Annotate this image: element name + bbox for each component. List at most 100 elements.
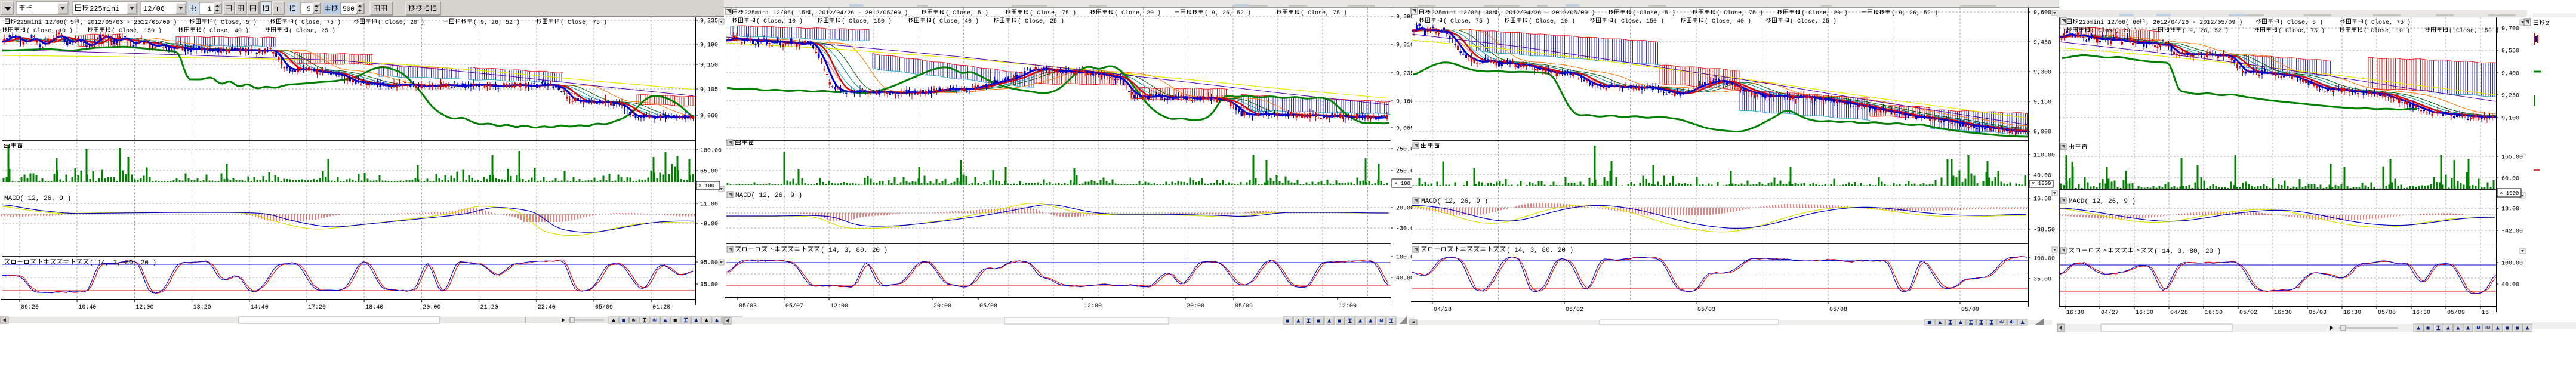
svg-text:( Close, 25 ): ( Close, 25 )	[1018, 18, 1064, 25]
svg-text:16: 16	[2482, 310, 2489, 316]
svg-text:MACD( 12, 26, 9 ): MACD( 12, 26, 9 )	[1421, 198, 1488, 205]
svg-text:( Close, 10 ): ( Close, 10 )	[2364, 27, 2410, 35]
svg-text:( Close, 20 ): ( Close, 20 )	[1114, 10, 1161, 17]
svg-text:05/09: 05/09	[1235, 303, 1253, 310]
svg-text:9,190: 9,190	[700, 42, 718, 49]
svg-text:04/28: 04/28	[1434, 306, 1452, 313]
svg-text:2: 2	[2546, 21, 2549, 27]
svg-text:225mini 12/06( 5: 225mini 12/06( 5	[17, 19, 74, 26]
svg-text:750.00: 750.00	[1396, 147, 1418, 153]
svg-text:05/07: 05/07	[785, 303, 803, 310]
svg-text:( 14, 3, 80, 20 ): ( 14, 3, 80, 20 )	[90, 260, 156, 267]
svg-text:20:00: 20:00	[423, 304, 440, 311]
svg-text:( Close, 25 ): ( Close, 25 )	[289, 27, 335, 35]
svg-text:13:20: 13:20	[193, 304, 211, 311]
svg-text:( Close, 40 ): ( Close, 40 )	[932, 18, 979, 25]
svg-text:MACD( 12, 26, 9 ): MACD( 12, 26, 9 )	[4, 195, 71, 202]
svg-text:14:40: 14:40	[251, 304, 269, 311]
svg-text:9,100: 9,100	[2501, 116, 2519, 122]
svg-text:16:30: 16:30	[2066, 310, 2084, 316]
svg-text:× 1000: × 1000	[2032, 181, 2051, 187]
svg-text:( 14, 3, 80, 20 ): ( 14, 3, 80, 20 )	[1506, 247, 1573, 254]
svg-text:250.00: 250.00	[1396, 169, 1418, 175]
svg-text:9,235: 9,235	[1396, 71, 1414, 78]
svg-text:100.00: 100.00	[1396, 255, 1418, 261]
svg-text:12/06: 12/06	[143, 5, 165, 13]
svg-text:100.00: 100.00	[2033, 256, 2055, 263]
svg-text:225mini 12/06( 30: 225mini 12/06( 30	[1431, 10, 1492, 17]
svg-text:05/02: 05/02	[1566, 306, 1583, 313]
svg-text:( Close, 10 ): ( Close, 10 )	[26, 27, 73, 35]
svg-text:T: T	[275, 5, 279, 14]
svg-text:9,085: 9,085	[1396, 126, 1414, 132]
svg-text:225mini 12/06( 15: 225mini 12/06( 15	[744, 10, 805, 17]
svg-text:05/02: 05/02	[2239, 309, 2257, 316]
svg-text:9,450: 9,450	[2033, 40, 2051, 47]
svg-text:9,150: 9,150	[2033, 100, 2051, 106]
svg-text:9,700: 9,700	[2501, 26, 2519, 33]
svg-text:-9.00: -9.00	[700, 221, 718, 228]
svg-text:10:40: 10:40	[78, 304, 96, 311]
svg-text:11.00: 11.00	[700, 202, 718, 208]
svg-text:18:40: 18:40	[365, 304, 383, 311]
svg-text:40.00: 40.00	[1396, 276, 1414, 282]
svg-text:17:20: 17:20	[308, 304, 326, 311]
svg-text:( Close, 75 ): ( Close, 75 )	[1301, 10, 1347, 17]
svg-text:( Close, 25 ): ( Close, 25 )	[1790, 18, 1837, 25]
svg-text:( Close, 10 ): ( Close, 10 )	[756, 18, 803, 25]
svg-text:( 9, 26, 52 ): ( 9, 26, 52 )	[1204, 10, 1251, 17]
svg-text:05/09: 05/09	[2447, 309, 2465, 316]
svg-text:MACD( 12, 26, 9 ): MACD( 12, 26, 9 )	[735, 192, 802, 199]
svg-text:21:20: 21:20	[480, 304, 498, 311]
svg-text:05/08: 05/08	[1829, 306, 1847, 313]
svg-text:12:00: 12:00	[1339, 303, 1357, 310]
svg-text:9,060: 9,060	[700, 113, 718, 120]
svg-text:, 2012/04/26 - 2012/05/09 ): , 2012/04/26 - 2012/05/09 )	[2146, 19, 2242, 26]
svg-text:16:30: 16:30	[2136, 310, 2153, 316]
svg-text:95.00: 95.00	[700, 260, 718, 267]
svg-text:( Close, 5 ): ( Close, 5 )	[2280, 19, 2323, 26]
svg-text:225mini 12/06( 60: 225mini 12/06( 60	[2079, 19, 2140, 26]
svg-text:20:00: 20:00	[933, 303, 951, 310]
svg-text:12:00: 12:00	[135, 304, 153, 311]
svg-text:16:30: 16:30	[2412, 310, 2430, 316]
svg-text:( Close, 75 ): ( Close, 75 )	[2364, 19, 2411, 26]
svg-text:( Close, 75 ): ( Close, 75 )	[2278, 27, 2325, 35]
svg-text:05/03: 05/03	[1697, 306, 1715, 313]
svg-text:500: 500	[343, 6, 355, 13]
svg-text:110.00: 110.00	[2033, 153, 2055, 159]
svg-text:-38.50: -38.50	[2033, 227, 2055, 234]
svg-text:12:00: 12:00	[830, 303, 848, 310]
svg-text:( 9, 26, 52 ): ( 9, 26, 52 )	[473, 19, 520, 26]
svg-text:( Close, 150 ): ( Close, 150 )	[842, 18, 892, 25]
svg-text:-30.00: -30.00	[1396, 226, 1418, 233]
svg-text:( Close, 75 ): ( Close, 75 )	[1443, 18, 1490, 25]
svg-text:05/03: 05/03	[739, 303, 757, 310]
svg-text:× 100: × 100	[1394, 181, 1410, 187]
svg-text:, 2012/04/26 - 2012/05/09 ): , 2012/04/26 - 2012/05/09 )	[811, 10, 908, 17]
svg-text:( Close, 20 ): ( Close, 20 )	[378, 19, 424, 26]
svg-text:( Close, 150 ): ( Close, 150 )	[2449, 27, 2499, 35]
svg-text:9,600: 9,600	[2033, 10, 2051, 17]
svg-text:225mini: 225mini	[90, 5, 119, 13]
svg-text:05/09: 05/09	[595, 304, 613, 311]
svg-text:× 1000: × 1000	[2500, 190, 2519, 196]
svg-text:09:20: 09:20	[21, 304, 39, 311]
svg-text:× 100: × 100	[698, 183, 714, 189]
svg-text:( Close, 20 ): ( Close, 20 )	[2091, 27, 2137, 35]
svg-text:100.00: 100.00	[2501, 261, 2523, 267]
svg-text:05/09: 05/09	[1961, 306, 1979, 313]
svg-text:9,105: 9,105	[700, 87, 718, 94]
svg-text:( Close, 5 ): ( Close, 5 )	[214, 19, 257, 26]
svg-text:05/08: 05/08	[2378, 309, 2396, 316]
svg-text:35.00: 35.00	[700, 282, 718, 289]
svg-text:( Close, 20 ): ( Close, 20 )	[1801, 10, 1848, 17]
svg-text:( Close, 75 ): ( Close, 75 )	[294, 19, 341, 26]
svg-text:165.00: 165.00	[2501, 155, 2523, 161]
svg-text:20:00: 20:00	[1187, 303, 1204, 310]
svg-text:9,550: 9,550	[2501, 48, 2519, 55]
svg-text:60.00: 60.00	[2501, 176, 2519, 183]
svg-text:( Close, 75 ): ( Close, 75 )	[1030, 10, 1076, 17]
svg-text:05/08: 05/08	[979, 303, 997, 310]
svg-text:( Close, 75 ): ( Close, 75 )	[560, 19, 607, 26]
